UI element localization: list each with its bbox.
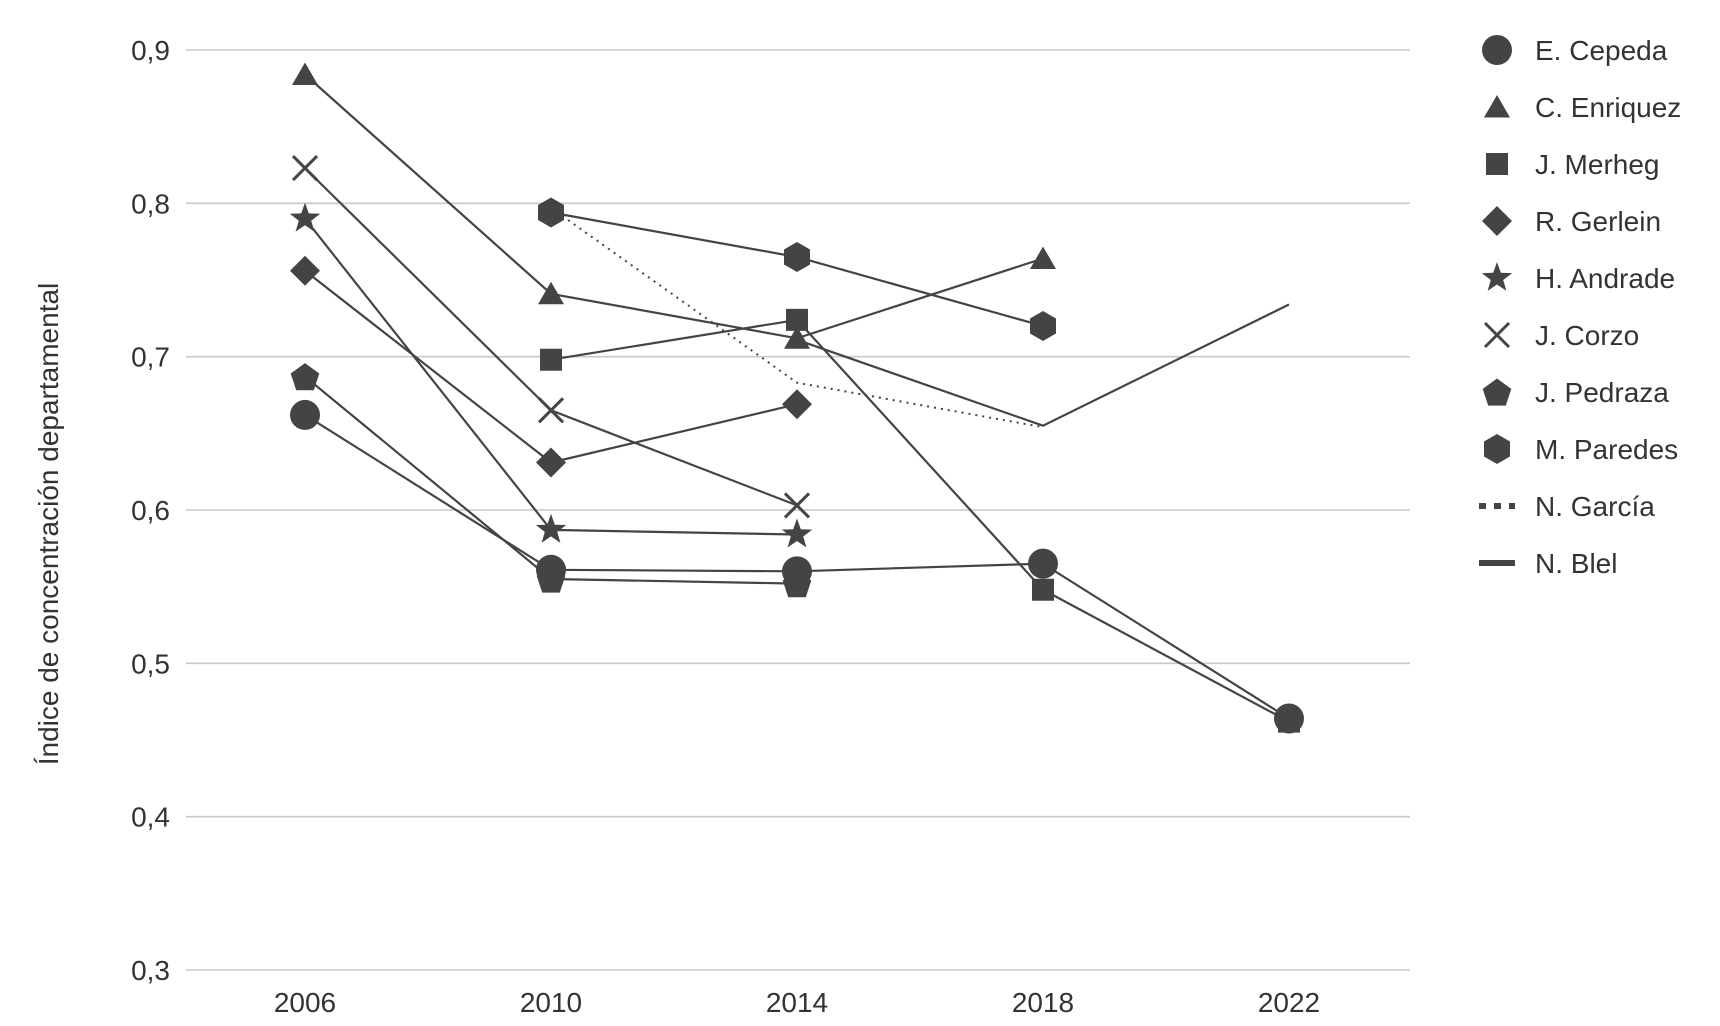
y-tick-label: 0,7 bbox=[131, 342, 170, 373]
x-stroke bbox=[537, 397, 565, 424]
y-tick-label: 0,6 bbox=[131, 495, 170, 526]
x-tick-label: 2006 bbox=[274, 987, 336, 1018]
series-line-n-blel bbox=[796, 303, 1290, 427]
gridlines bbox=[186, 49, 1410, 971]
point-j-merheg-2010 bbox=[540, 348, 562, 371]
legend-label: J. Pedraza bbox=[1535, 377, 1669, 408]
legend-item-n-blel: N. Blel bbox=[1479, 548, 1617, 579]
legend-item-c-enriquez: C. Enriquez bbox=[1484, 92, 1681, 123]
point-m-paredes-2010 bbox=[538, 197, 564, 228]
x-stroke bbox=[291, 155, 319, 182]
legend-label: E. Cepeda bbox=[1535, 35, 1668, 66]
series-line-c-enriquez bbox=[304, 73, 1044, 340]
legend-marker-j-pedraza bbox=[1482, 378, 1512, 406]
y-tick-label: 0,3 bbox=[131, 955, 170, 986]
point-r-gerlein-2006 bbox=[290, 255, 320, 286]
legend-item-e-cepeda: E. Cepeda bbox=[1482, 35, 1668, 66]
x-tick-label: 2014 bbox=[766, 987, 828, 1018]
point-e-cepeda-2018 bbox=[1028, 548, 1058, 579]
point-c-enriquez-2014 bbox=[784, 326, 810, 349]
point-r-gerlein-2010 bbox=[536, 447, 566, 478]
y-tick-label: 0,5 bbox=[131, 648, 170, 679]
point-j-merheg-2014 bbox=[786, 308, 808, 331]
x-stroke bbox=[1483, 321, 1511, 349]
y-tick-label: 0,8 bbox=[131, 188, 170, 219]
point-j-corzo-2006 bbox=[291, 155, 319, 182]
point-j-pedraza-2014 bbox=[782, 570, 812, 598]
x-tick-label: 2018 bbox=[1012, 987, 1074, 1018]
x-stroke bbox=[783, 492, 811, 519]
y-tick-label: 0,4 bbox=[131, 802, 170, 833]
legend-item-j-pedraza: J. Pedraza bbox=[1482, 377, 1669, 408]
point-h-andrade-2010 bbox=[535, 513, 567, 543]
point-j-merheg-2022 bbox=[1278, 710, 1300, 733]
point-j-pedraza-2010 bbox=[536, 565, 566, 593]
legend-marker-r-gerlein bbox=[1482, 206, 1512, 236]
point-j-pedraza-2006 bbox=[290, 363, 320, 391]
legend-marker-j-corzo bbox=[1483, 321, 1511, 349]
y-tick-label: 0,9 bbox=[131, 35, 170, 66]
point-m-paredes-2018 bbox=[1030, 311, 1056, 341]
point-j-merheg-2018 bbox=[1032, 578, 1054, 601]
legend-label: H. Andrade bbox=[1535, 263, 1675, 294]
point-c-enriquez-2010 bbox=[538, 281, 564, 305]
y-axis-label: Índice de concentración departamental bbox=[33, 283, 64, 766]
legend-label: R. Gerlein bbox=[1535, 206, 1661, 237]
series-line-j-pedraza bbox=[304, 375, 798, 585]
legend-item-m-paredes: M. Paredes bbox=[1484, 434, 1678, 465]
point-j-corzo-2010 bbox=[537, 397, 565, 424]
legend-marker-e-cepeda bbox=[1482, 35, 1512, 65]
legend-item-r-gerlein: R. Gerlein bbox=[1482, 206, 1661, 237]
legend-label: N. García bbox=[1535, 491, 1655, 522]
legend-item-n-garcia: N. García bbox=[1479, 491, 1655, 522]
legend-label: J. Corzo bbox=[1535, 320, 1639, 351]
legend-item-j-merheg: J. Merheg bbox=[1486, 149, 1660, 180]
legend-label: J. Merheg bbox=[1535, 149, 1660, 180]
legend-label: N. Blel bbox=[1535, 548, 1617, 579]
y-tick-labels: 0,3 0,4 0,5 0,6 0,7 0,8 0,9 bbox=[131, 35, 170, 986]
legend-label: C. Enriquez bbox=[1535, 92, 1681, 123]
point-j-corzo-2014 bbox=[783, 492, 811, 519]
point-r-gerlein-2014 bbox=[782, 389, 812, 420]
series-line-h-andrade bbox=[304, 218, 798, 536]
x-tick-label: 2010 bbox=[520, 987, 582, 1018]
point-h-andrade-2006 bbox=[289, 202, 321, 232]
x-tick-label: 2022 bbox=[1258, 987, 1320, 1018]
point-c-enriquez-2018 bbox=[1030, 246, 1056, 269]
x-tick-labels: 2006 2010 2014 2018 2022 bbox=[274, 987, 1320, 1018]
legend-label: M. Paredes bbox=[1535, 434, 1678, 465]
series-markers bbox=[289, 62, 1304, 734]
point-e-cepeda-2006 bbox=[290, 399, 320, 430]
point-h-andrade-2014 bbox=[781, 518, 813, 548]
legend-item-h-andrade: H. Andrade bbox=[1481, 262, 1675, 294]
series-line-j-merheg bbox=[550, 318, 1290, 723]
point-m-paredes-2014 bbox=[784, 242, 810, 272]
legend-marker-c-enriquez bbox=[1484, 95, 1510, 118]
series-line-n-garcia bbox=[550, 207, 1044, 429]
legend-item-j-corzo: J. Corzo bbox=[1483, 320, 1639, 351]
legend-marker-j-merheg bbox=[1486, 153, 1508, 175]
legend-marker-m-paredes bbox=[1484, 434, 1510, 464]
point-c-enriquez-2006 bbox=[292, 62, 318, 85]
legend-marker-h-andrade bbox=[1481, 262, 1513, 291]
legend: E. Cepeda C. Enriquez J. Merheg R. Gerlein H… bbox=[1479, 35, 1681, 579]
